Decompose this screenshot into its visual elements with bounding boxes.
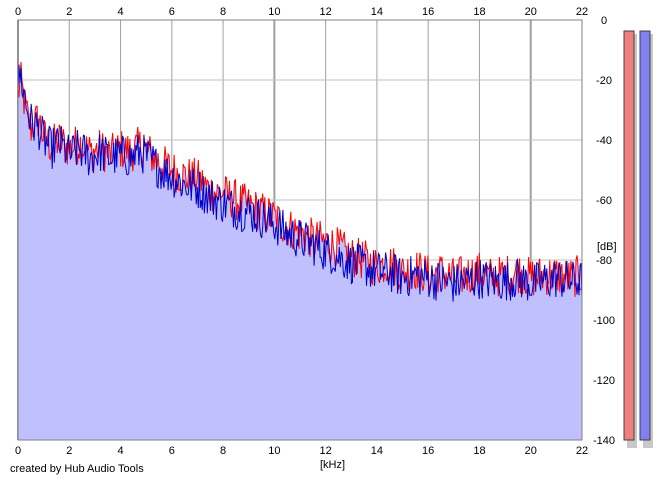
level-meters	[623, 30, 653, 448]
series-line-1	[17, 61, 583, 297]
series-line-2	[17, 64, 583, 302]
y-tick-labels: 0 -20 -40 -60 -80 -100 -120 -140	[593, 15, 615, 447]
x-tick-top-16: 16	[422, 6, 434, 18]
x-tick-bottom-18: 18	[473, 445, 485, 457]
x-tick-top-8: 8	[220, 6, 226, 18]
spectrum-fill-area	[18, 61, 582, 441]
x-tick-bottom-12: 12	[320, 445, 332, 457]
x-tick-bottom-22: 22	[576, 445, 588, 457]
x-tick-top-2: 2	[66, 6, 72, 18]
y-tick-0: 0	[601, 15, 607, 27]
x-tick-bottom-2: 2	[66, 445, 72, 457]
y-unit-label: [dB]	[597, 241, 617, 253]
y-tick--80: -80	[596, 255, 612, 267]
x-tick-top-20: 20	[525, 6, 537, 18]
x-tick-top-18: 18	[473, 6, 485, 18]
x-tick-bottom-16: 16	[422, 445, 434, 457]
x-tick-bottom-4: 4	[117, 445, 123, 457]
y-tick--100: -100	[593, 315, 615, 327]
x-unit-label: [kHz]	[320, 459, 345, 471]
x-tick-top-12: 12	[320, 6, 332, 18]
y-tick--40: -40	[596, 135, 612, 147]
x-tick-bottom-20: 20	[525, 445, 537, 457]
x-tick-top-14: 14	[371, 6, 383, 18]
x-tick-top-6: 6	[169, 6, 175, 18]
credit-text: created by Hub Audio Tools	[10, 463, 144, 475]
y-tick--120: -120	[593, 375, 615, 387]
plot-frame	[17, 19, 583, 441]
x-tick-top-0: 0	[15, 6, 21, 18]
x-tick-bottom-14: 14	[371, 445, 383, 457]
series-lines	[17, 61, 583, 302]
x-tick-labels-top: 0 2 4 6 8 10 12 14 16 18 20 22	[15, 6, 588, 18]
x-tick-bottom-0: 0	[15, 445, 21, 457]
y-tick--20: -20	[596, 75, 612, 87]
level-meter-2	[639, 30, 651, 441]
x-tick-bottom-8: 8	[220, 445, 226, 457]
x-tick-labels-bottom: 0 2 4 6 8 10 12 14 16 18 20 22	[15, 445, 588, 457]
y-tick--140: -140	[593, 435, 615, 447]
level-meter-1	[623, 30, 635, 441]
x-tick-bottom-6: 6	[169, 445, 175, 457]
x-tick-bottom-10: 10	[268, 445, 280, 457]
x-tick-top-10: 10	[268, 6, 280, 18]
x-tick-top-22: 22	[576, 6, 588, 18]
y-tick--60: -60	[596, 195, 612, 207]
x-tick-top-4: 4	[117, 6, 123, 18]
